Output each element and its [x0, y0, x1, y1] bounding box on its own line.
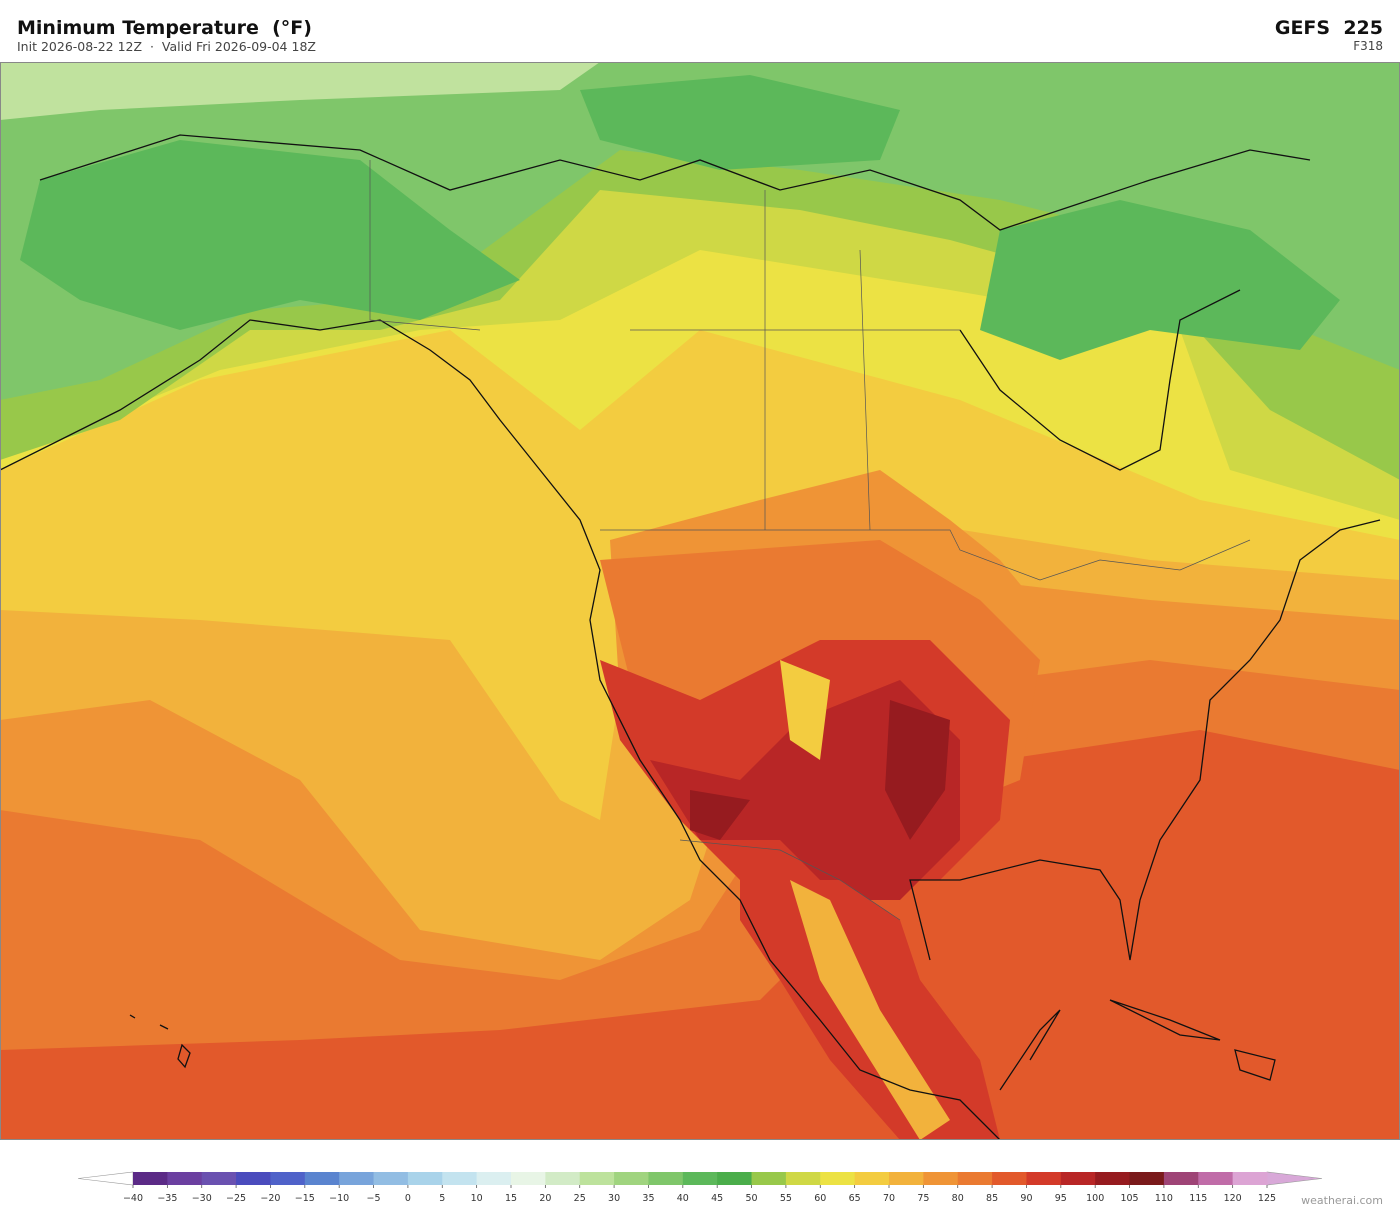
colorbar-tick-label: −15	[295, 1193, 315, 1204]
colorbar-tick-label: 115	[1189, 1193, 1207, 1204]
colorbar-tick-label: 75	[917, 1193, 929, 1204]
colorbar-bin	[270, 1172, 306, 1185]
colorbar-tick-label: 90	[1020, 1193, 1032, 1204]
colorbar-bin	[373, 1172, 409, 1185]
colorbar-bin	[648, 1172, 684, 1185]
colorbar-bin	[717, 1172, 753, 1185]
colorbar-tick-label: 5	[439, 1193, 445, 1204]
colorbar-bin	[1129, 1172, 1165, 1185]
colorbar-bin	[304, 1172, 340, 1185]
colorbar-bin	[1060, 1172, 1096, 1185]
colorbar-tick-label: 100	[1086, 1193, 1104, 1204]
colorbar-bin	[133, 1172, 168, 1185]
credit: weatherai.com	[1301, 1194, 1383, 1207]
colorbar-tick-label: −40	[123, 1193, 143, 1204]
colorbar-tick-label: 55	[780, 1193, 792, 1204]
forecast-hour: F318	[1353, 39, 1383, 53]
colorbar-bin	[1232, 1172, 1268, 1185]
colorbar-tick-label: 20	[539, 1193, 551, 1204]
colorbar-tick-label: 15	[505, 1193, 517, 1204]
colorbar-bin	[889, 1172, 924, 1185]
colorbar-tick-label: 60	[814, 1193, 826, 1204]
colorbar-tick-label: 85	[986, 1193, 998, 1204]
colorbar: −40 −35 −30 −25 −20 −15 −10 −5 0 5 10 15 20 25 30 35 40 4…	[77, 1171, 1323, 1204]
colorbar-bin	[201, 1172, 237, 1185]
colorbar-bin	[1026, 1172, 1062, 1185]
colorbar-bin	[511, 1172, 546, 1185]
colorbar-tick-label: 125	[1258, 1193, 1276, 1204]
colorbar-tick-label: 110	[1155, 1193, 1173, 1204]
colorbar-tick-label: 45	[711, 1193, 723, 1204]
colorbar-tick-label: 25	[574, 1193, 586, 1204]
subtitle: Init 2026-08-22 12Z · Valid Fri 2026-09-…	[17, 39, 316, 54]
colorbar-bin	[785, 1172, 821, 1185]
colorbar-tick-label: 35	[642, 1193, 654, 1204]
colorbar-bin	[923, 1172, 959, 1185]
colorbar-tick-label: −35	[157, 1193, 177, 1204]
colorbar-bin	[442, 1172, 478, 1185]
colorbar-tick-label: 105	[1120, 1193, 1138, 1204]
colorbar-tick-label: 0	[405, 1193, 411, 1204]
title: Minimum Temperature (°F)	[17, 17, 312, 39]
colorbar-tick-label: 65	[849, 1193, 861, 1204]
colorbar-bin	[992, 1172, 1027, 1185]
colorbar-bin	[751, 1172, 787, 1185]
colorbar-bin	[1095, 1172, 1131, 1185]
colorbar-bin	[1198, 1172, 1234, 1185]
colorbar-tick-label: 10	[471, 1193, 483, 1204]
model-label: GEFS 225	[1275, 17, 1383, 39]
colorbar-tick-label: −5	[367, 1193, 381, 1204]
colorbar-tick-label: −25	[226, 1193, 246, 1204]
colorbar-bin	[614, 1172, 649, 1185]
colorbar-bin	[682, 1172, 718, 1185]
colorbar-bin	[476, 1172, 512, 1185]
colorbar-tick-label: −20	[260, 1193, 280, 1204]
colorbar-tick-label: 80	[952, 1193, 964, 1204]
colorbar-tick-label: 50	[745, 1193, 757, 1204]
colorbar-bin	[167, 1172, 203, 1185]
colorbar-bin	[1163, 1172, 1199, 1185]
colorbar-under	[77, 1171, 134, 1186]
colorbar-over	[1266, 1171, 1323, 1186]
colorbar-tick-label: −30	[192, 1193, 212, 1204]
colorbar-tick-label: 95	[1055, 1193, 1067, 1204]
colorbar-tick-label: 70	[883, 1193, 895, 1204]
colorbar-bin	[957, 1172, 993, 1185]
colorbar-tick-label: −10	[329, 1193, 349, 1204]
colorbar-tick-label: 40	[677, 1193, 689, 1204]
colorbar-bin	[407, 1172, 443, 1185]
colorbar-tick-label: 120	[1224, 1193, 1242, 1204]
colorbar-tick-label: 30	[608, 1193, 620, 1204]
map	[0, 62, 1400, 1140]
colorbar-bin	[339, 1172, 375, 1185]
colorbar-bin	[579, 1172, 615, 1185]
colorbar-bin	[854, 1172, 890, 1185]
colorbar-bin	[545, 1172, 581, 1185]
colorbar-bin	[820, 1172, 856, 1185]
colorbar-bin	[236, 1172, 271, 1185]
